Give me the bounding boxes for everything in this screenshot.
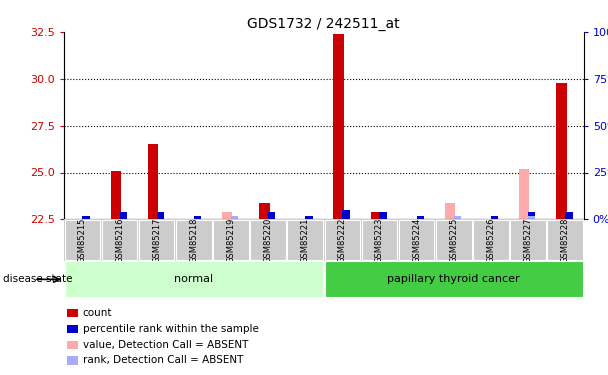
Bar: [231, 216, 238, 219]
Bar: [222, 212, 232, 219]
Text: GSM85219: GSM85219: [226, 217, 235, 262]
Text: GSM85226: GSM85226: [486, 217, 496, 263]
Title: GDS1732 / 242511_at: GDS1732 / 242511_at: [247, 17, 400, 31]
Bar: [231, 216, 238, 219]
Bar: [528, 216, 536, 219]
Bar: [473, 220, 509, 260]
Bar: [342, 210, 350, 219]
Text: GSM85217: GSM85217: [152, 217, 161, 263]
Bar: [519, 169, 530, 219]
Bar: [491, 216, 499, 219]
Bar: [510, 220, 546, 260]
Bar: [325, 220, 360, 260]
Bar: [436, 220, 472, 260]
Text: rank, Detection Call = ABSENT: rank, Detection Call = ABSENT: [83, 356, 243, 365]
Bar: [148, 144, 158, 219]
Bar: [379, 212, 387, 219]
Bar: [528, 212, 536, 219]
Text: GSM85221: GSM85221: [301, 217, 309, 262]
Bar: [120, 212, 127, 219]
Text: value, Detection Call = ABSENT: value, Detection Call = ABSENT: [83, 340, 248, 350]
Bar: [176, 220, 212, 260]
Bar: [445, 202, 455, 219]
Bar: [268, 212, 275, 219]
Text: percentile rank within the sample: percentile rank within the sample: [83, 324, 258, 334]
Bar: [305, 216, 313, 219]
Bar: [547, 220, 583, 260]
Bar: [288, 220, 323, 260]
Text: GSM85215: GSM85215: [78, 217, 87, 262]
Bar: [102, 220, 137, 260]
Bar: [556, 82, 567, 219]
Text: GSM85227: GSM85227: [523, 217, 533, 263]
Bar: [111, 171, 121, 219]
Bar: [259, 203, 269, 219]
Bar: [454, 216, 461, 219]
Bar: [83, 216, 90, 219]
Bar: [139, 220, 174, 260]
Bar: [519, 218, 530, 219]
Bar: [333, 34, 344, 219]
Bar: [325, 261, 583, 297]
Text: GSM85223: GSM85223: [375, 217, 384, 263]
Text: count: count: [83, 308, 112, 318]
Bar: [416, 216, 424, 219]
Text: GSM85218: GSM85218: [189, 217, 198, 263]
Text: normal: normal: [174, 274, 213, 284]
Bar: [454, 216, 461, 219]
Text: papillary thyroid cancer: papillary thyroid cancer: [387, 274, 520, 284]
Bar: [565, 212, 573, 219]
Text: GSM85228: GSM85228: [561, 217, 570, 263]
Bar: [370, 212, 381, 219]
Text: GSM85224: GSM85224: [412, 217, 421, 262]
Text: GSM85225: GSM85225: [449, 217, 458, 262]
Bar: [64, 220, 100, 260]
Bar: [213, 220, 249, 260]
Bar: [250, 220, 286, 260]
Text: GSM85220: GSM85220: [263, 217, 272, 262]
Text: GSM85222: GSM85222: [338, 217, 347, 262]
Bar: [157, 212, 164, 219]
Bar: [362, 220, 397, 260]
Bar: [64, 261, 323, 297]
Text: GSM85216: GSM85216: [115, 217, 124, 263]
Text: disease state: disease state: [3, 274, 72, 284]
Bar: [399, 220, 434, 260]
Bar: [194, 216, 201, 219]
